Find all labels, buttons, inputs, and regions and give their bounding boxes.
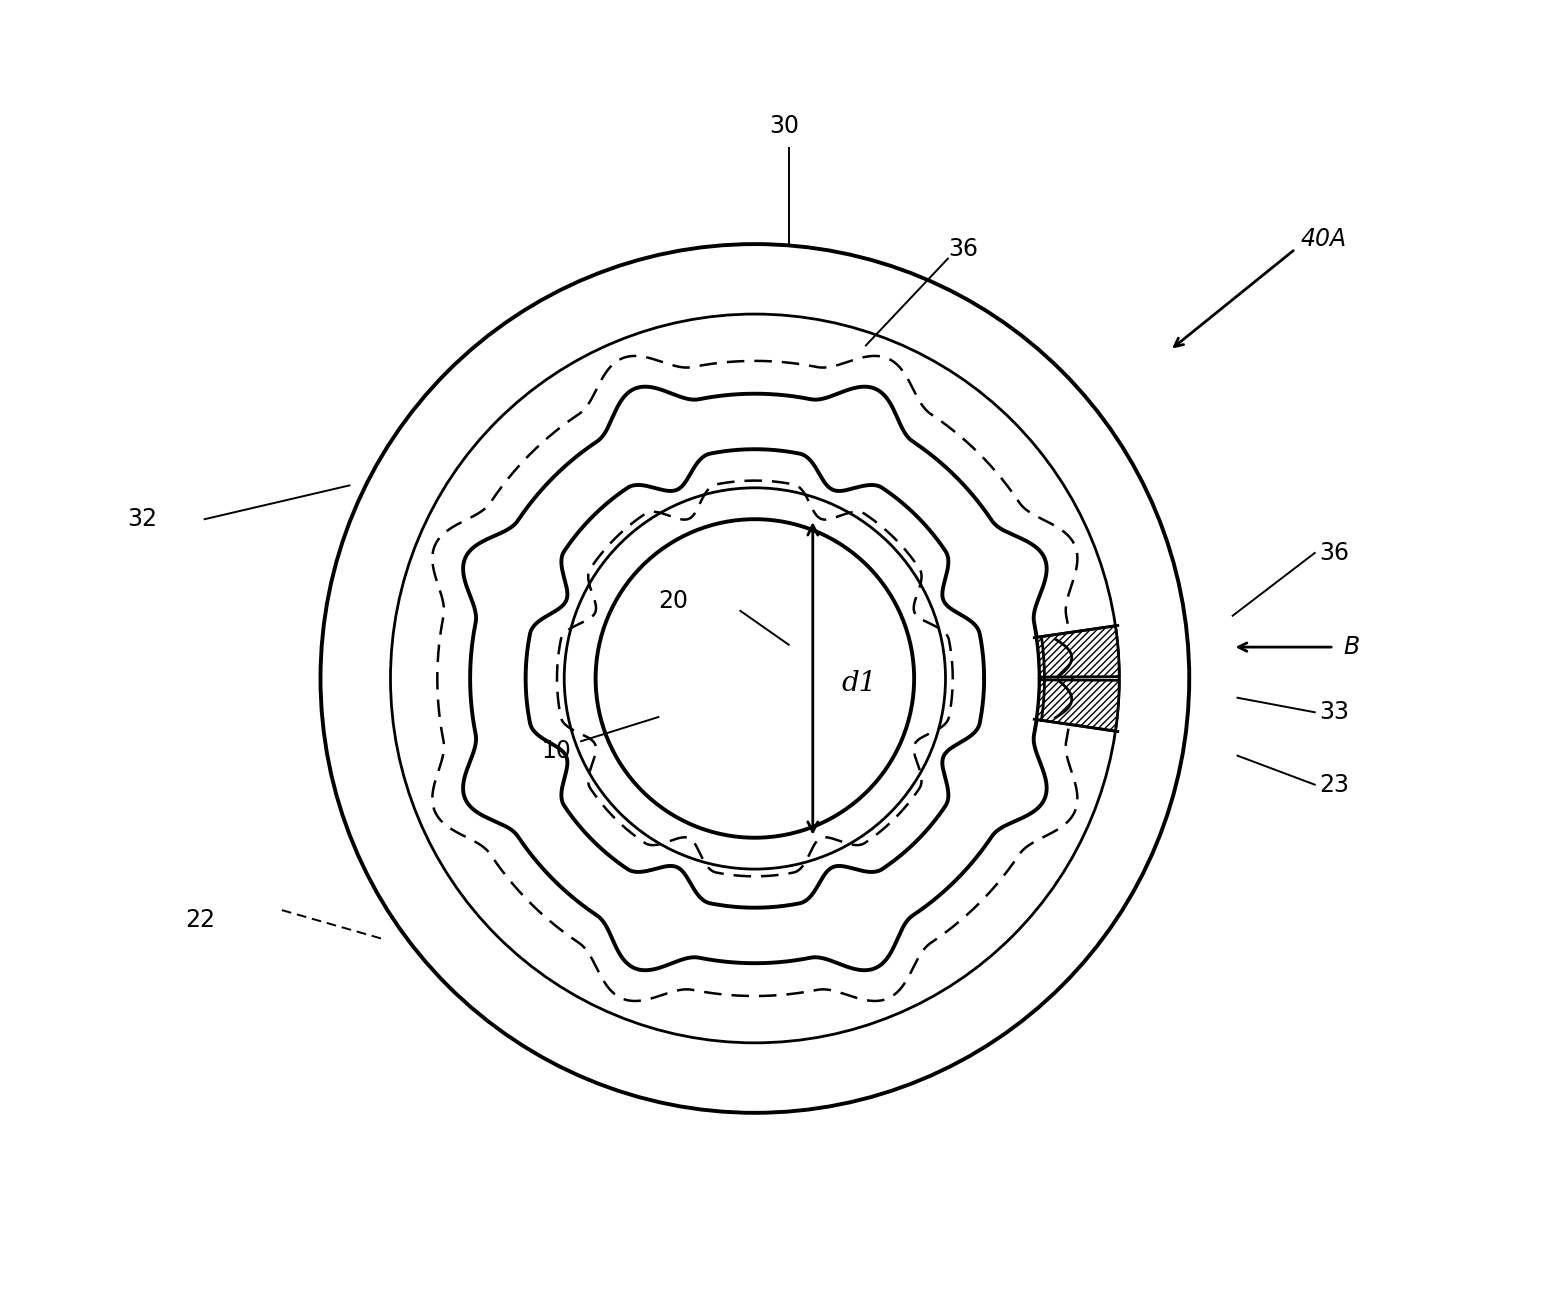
- Text: 36: 36: [947, 236, 978, 261]
- Polygon shape: [1036, 679, 1119, 731]
- Text: 22: 22: [185, 908, 215, 931]
- Polygon shape: [1036, 626, 1119, 677]
- Text: 20: 20: [659, 590, 689, 613]
- Text: B: B: [1343, 635, 1360, 659]
- Text: 36: 36: [1320, 540, 1349, 565]
- Text: 10: 10: [542, 739, 572, 763]
- Text: 23: 23: [1320, 773, 1349, 796]
- Text: 33: 33: [1320, 700, 1349, 725]
- Text: 30: 30: [770, 114, 799, 138]
- Text: 40A: 40A: [1301, 227, 1346, 251]
- Text: 32: 32: [128, 507, 157, 531]
- Text: d1: d1: [841, 670, 877, 696]
